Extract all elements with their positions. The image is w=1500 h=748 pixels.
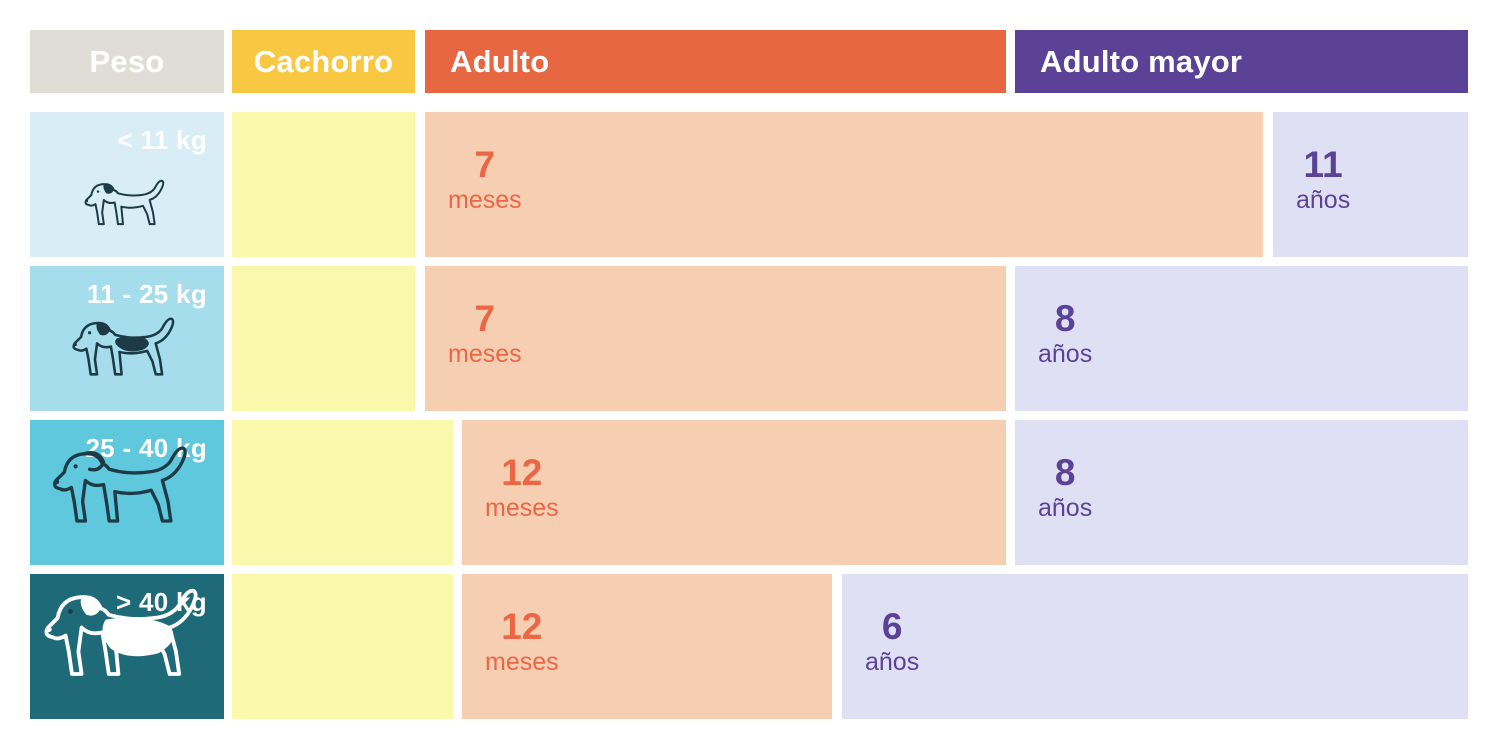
adult-age-unit: meses [485,648,559,676]
column-header-adulto-mayor: Adulto mayor [1015,30,1468,93]
puppy-bar-row4 [232,574,453,719]
column-header-peso: Peso [30,30,224,93]
large-dog-icon [42,430,210,559]
adult-bar-row2: 7 meses [425,266,1006,411]
adult-age-unit: meses [485,494,559,522]
weight-label: < 11 kg [117,125,207,155]
weight-cell-row1: < 11 kg [30,112,224,257]
column-header-adulto: Adulto [425,30,1006,93]
senior-age-label: 8 años [1038,300,1092,369]
senior-age-value: 6 [881,606,903,647]
adult-age-label: 7 meses [448,146,522,215]
small-dog-icon [78,170,178,247]
senior-age-value: 8 [1054,298,1076,339]
senior-age-label: 6 años [865,608,919,677]
weight-cell-row2: 11 - 25 kg [30,266,224,411]
adult-age-label: 12 meses [485,608,559,677]
senior-bar-row2: 8 años [1015,266,1468,411]
senior-bar-row4: 6 años [842,574,1468,719]
senior-age-value: 8 [1054,452,1076,493]
senior-bar-row1: 11 años [1273,112,1468,257]
senior-age-label: 11 años [1296,146,1350,215]
puppy-bar-row2 [232,266,415,411]
weight-label: 25 - 40 kg [85,433,207,463]
adult-bar-row3: 12 meses [462,420,1006,565]
senior-age-unit: años [1038,340,1093,368]
column-header-cachorro: Cachorro [232,30,415,93]
senior-bar-row3: 8 años [1015,420,1468,565]
adult-bar-row1: 7 meses [425,112,1263,257]
weight-cell-row4: > 40 kg [30,574,224,719]
adult-age-value: 12 [501,606,543,647]
puppy-bar-row3 [232,420,453,565]
senior-age-label: 8 años [1038,454,1092,523]
weight-cell-row3: 25 - 40 kg [30,420,224,565]
adult-age-value: 12 [501,452,543,493]
medium-dog-icon [64,305,192,403]
adult-age-value: 7 [474,298,496,339]
senior-age-unit: años [1296,186,1351,214]
giant-dog-icon [32,570,224,717]
adult-bar-row4: 12 meses [462,574,832,719]
senior-age-unit: años [865,648,920,676]
weight-label: 11 - 25 kg [86,279,207,309]
puppy-bar-row1 [232,112,415,257]
adult-age-unit: meses [448,340,522,368]
adult-age-label: 7 meses [448,300,522,369]
adult-age-unit: meses [448,186,522,214]
adult-age-value: 7 [474,144,496,185]
senior-age-value: 11 [1303,144,1343,185]
adult-age-label: 12 meses [485,454,559,523]
senior-age-unit: años [1038,494,1093,522]
